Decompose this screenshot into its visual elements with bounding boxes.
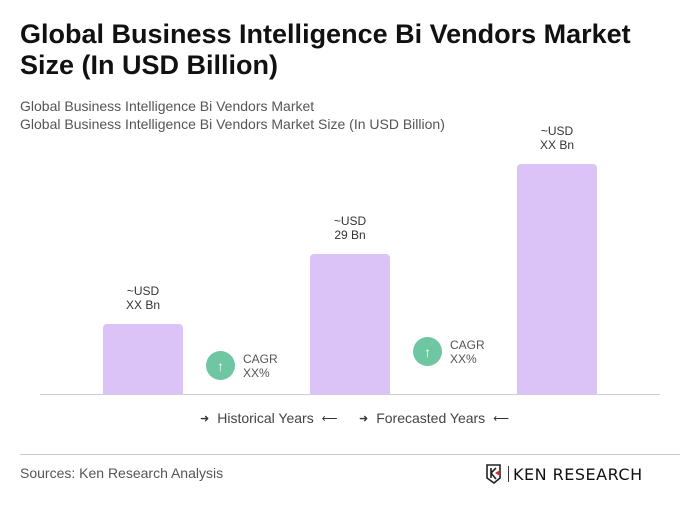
- cagr-value: XX%: [243, 365, 270, 380]
- data-label-line: ~USD: [333, 214, 367, 228]
- bar-data-label: ~USD 29 Bn: [300, 214, 400, 242]
- chart-title: Global Business Intelligence Bi Vendors …: [20, 19, 631, 80]
- data-label-line: 29 Bn: [334, 228, 366, 242]
- bar-chart: ~USD XX Bn ~USD 29 Bn ~USD XX Bn: [93, 124, 607, 394]
- legend-historical: ➜ Historical Years ⟵: [200, 410, 338, 426]
- x-axis: [40, 394, 660, 395]
- arrow-left-icon: ⟵: [321, 412, 338, 425]
- subtitle: Global Business Intelligence Bi Vendors …: [20, 98, 315, 114]
- arrow-right-icon: ➜: [200, 412, 210, 425]
- ken-research-logo: KEN RESEARCH: [486, 464, 643, 484]
- bar-1: [103, 324, 183, 394]
- data-label-line: ~USD: [540, 124, 574, 139]
- cagr-badge-1: ↑ CAGR XX%: [206, 351, 278, 380]
- legend-label: Forecasted Years: [376, 410, 486, 426]
- divider: [20, 454, 680, 455]
- bar-3: [517, 164, 597, 394]
- legend-label: Historical Years: [217, 410, 314, 426]
- cagr-label: CAGR: [450, 337, 485, 352]
- bar-data-label: ~USD XX Bn: [507, 124, 607, 152]
- data-label-line: ~USD: [126, 284, 160, 298]
- bar-2: [310, 254, 390, 394]
- arrow-left-icon: ⟵: [493, 412, 509, 425]
- cagr-value: XX%: [450, 351, 477, 366]
- arrow-up-icon: ↑: [206, 351, 235, 380]
- data-label-line: XX Bn: [125, 298, 161, 312]
- sources: Sources: Ken Research Analysis: [20, 465, 224, 481]
- data-label-line: XX Bn: [539, 138, 575, 153]
- cagr-badge-2: ↑ CAGR XX%: [413, 337, 485, 366]
- cagr-label: CAGR: [243, 351, 278, 366]
- logo-text: KEN RESEARCH: [513, 464, 643, 484]
- subtitle-2: Global Business Intelligence Bi Vendors …: [20, 116, 445, 132]
- ken-logo-icon: [486, 464, 501, 484]
- legend-forecasted: ➜ Forecasted Years ⟵: [359, 410, 509, 426]
- arrow-up-icon: ↑: [413, 337, 442, 366]
- bar-data-label: ~USD XX Bn: [93, 284, 193, 312]
- arrow-right-icon: ➜: [359, 412, 369, 425]
